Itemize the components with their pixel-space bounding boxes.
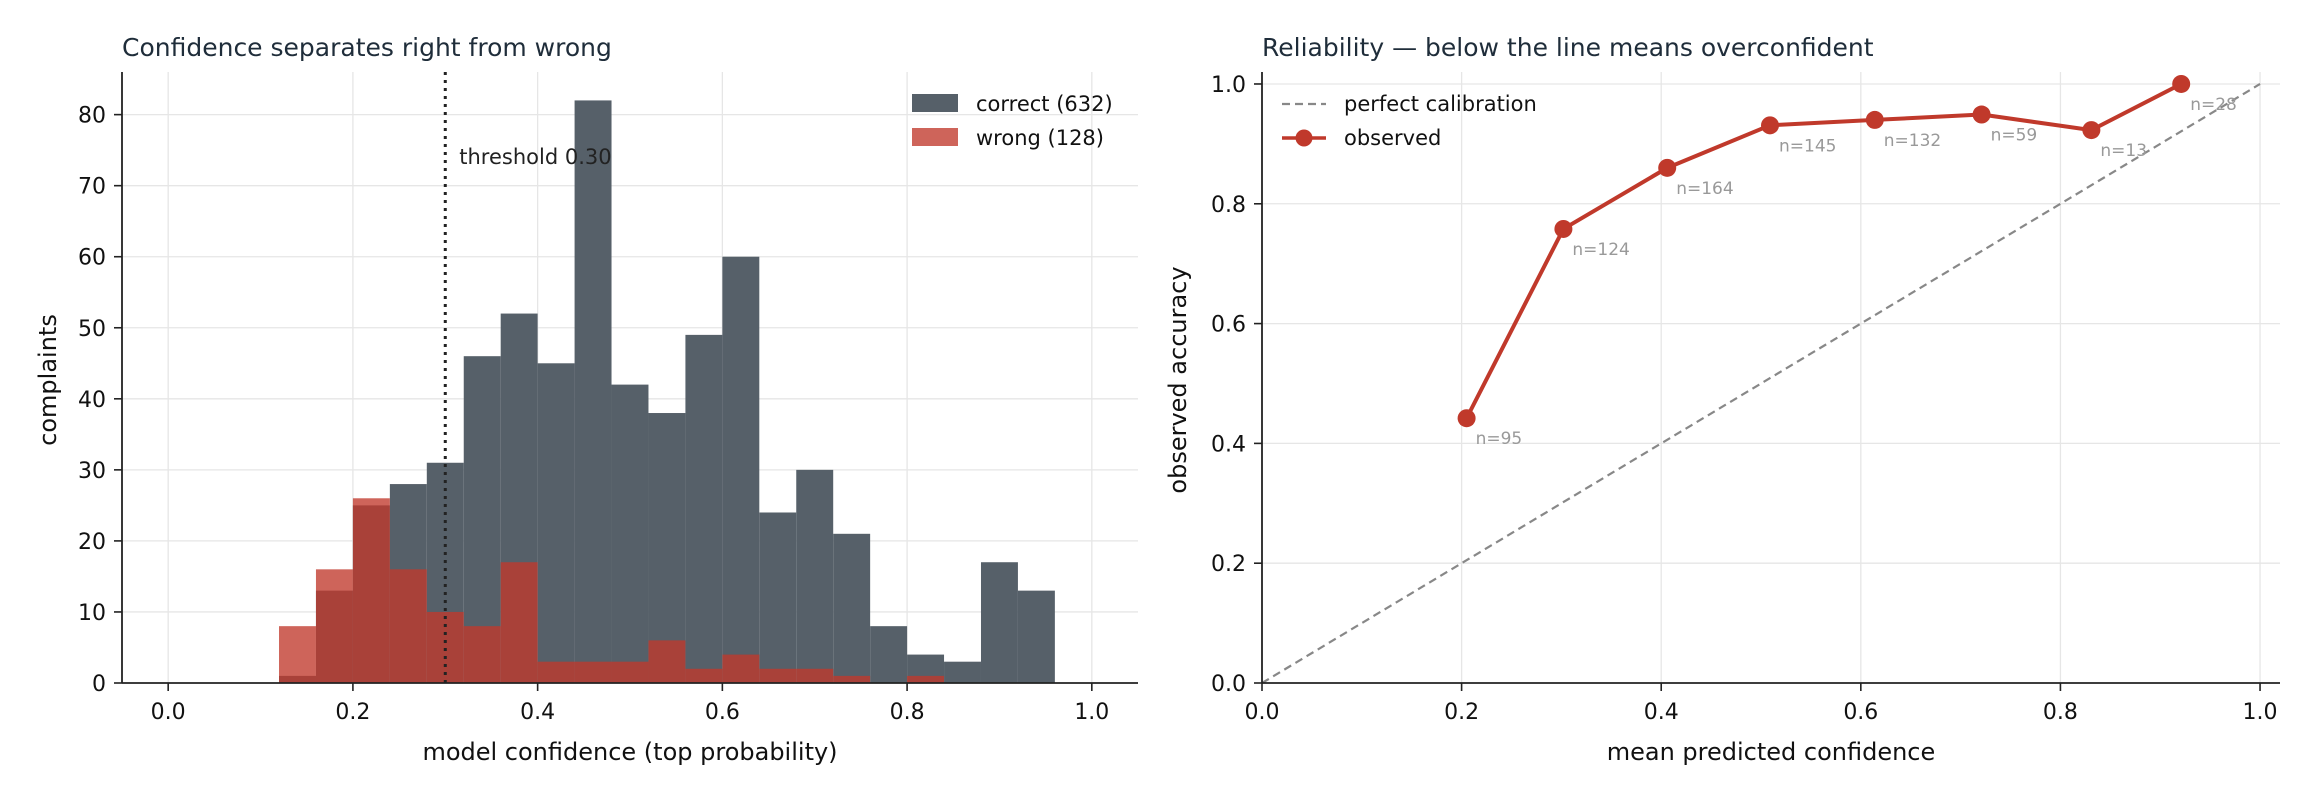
left-x-tick-label: 0.6	[705, 700, 740, 725]
legend-label-correct: correct (632)	[976, 92, 1113, 116]
observed-point	[1761, 116, 1780, 135]
bar-wrong	[833, 675, 871, 683]
bar-wrong	[722, 654, 760, 683]
left-legend: correct (632) wrong (128)	[912, 92, 1113, 150]
bar-wrong	[796, 668, 834, 683]
bar-wrong	[537, 661, 575, 683]
bar-wrong	[500, 562, 538, 683]
point-count-label: n=132	[1884, 131, 1941, 151]
bar-correct	[574, 100, 612, 684]
observed-point	[1554, 219, 1573, 238]
left-y-tick-label: 40	[78, 388, 106, 413]
bar-correct	[870, 626, 908, 683]
right-y-tick-label: 0.0	[1211, 672, 1246, 697]
bar-correct	[685, 334, 723, 683]
point-count-label: n=145	[1779, 136, 1836, 156]
bar-correct	[796, 469, 834, 683]
perfect-calibration-line	[1261, 83, 2261, 684]
observed-line	[1464, 82, 2183, 420]
right-x-tick-label: 1.0	[2243, 700, 2278, 725]
left-y-tick-label: 70	[78, 175, 106, 200]
bar-correct	[833, 533, 871, 683]
bar-correct	[980, 562, 1018, 683]
right-x-tick-label: 0.2	[1444, 700, 1479, 725]
point-count-label: n=59	[1991, 126, 2038, 146]
left-y-tick-label: 60	[78, 246, 106, 271]
right-y-axis-label: observed accuracy	[1164, 266, 1192, 493]
bar-correct	[537, 363, 575, 683]
right-y-tick-label: 0.8	[1211, 193, 1246, 218]
point-count-label: n=164	[1676, 179, 1733, 199]
observed-point	[2172, 74, 2191, 93]
bar-wrong	[648, 640, 686, 683]
left-x-tick-label: 0.4	[520, 700, 555, 725]
observed-point	[1457, 409, 1476, 428]
right-x-tick-label: 0.4	[1644, 700, 1679, 725]
left-x-tick-label: 0.2	[335, 700, 370, 725]
legend-label-observed: observed	[1344, 126, 1441, 150]
right-y-tick-label: 0.4	[1211, 432, 1246, 457]
legend-label-wrong: wrong (128)	[976, 126, 1104, 150]
bar-correct	[722, 256, 760, 683]
bar-wrong	[463, 626, 501, 683]
left-y-tick-label: 10	[78, 601, 106, 626]
left-x-tick-label: 0.8	[890, 700, 925, 725]
left-chart-title: Confidence separates right from wrong	[122, 33, 612, 62]
bar-wrong	[685, 668, 723, 683]
left-plot-area: threshold 0.30 0.0 0.2 0.4 0.6 0.8 1.0 0 10 20 30 4…	[78, 72, 1138, 725]
threshold-label: threshold 0.30	[459, 145, 611, 169]
left-y-tick-label: 20	[78, 530, 106, 555]
bar-correct	[648, 413, 686, 683]
left-y-tick-label: 0	[92, 672, 106, 697]
legend-label-perfect-calibration: perfect calibration	[1344, 92, 1537, 116]
left-x-axis-label: model confidence (top probability)	[422, 738, 837, 766]
left-y-tick-label: 30	[78, 459, 106, 484]
right-plot-area: n=95 n=124 n=164 n=145 n=132 n=59 n=13 n=28 0.0 0…	[1211, 72, 2280, 725]
right-legend: perfect calibration observed	[1282, 92, 1537, 150]
right-chart-title: Reliability — below the line means overc…	[1262, 33, 1874, 62]
bar-wrong	[352, 498, 390, 683]
right-x-axis-label: mean predicted confidence	[1607, 738, 1936, 766]
bar-wrong	[611, 661, 649, 683]
bar-correct	[759, 512, 797, 683]
bar-wrong	[426, 611, 464, 683]
bar-correct	[944, 661, 981, 683]
right-y-tick-label: 1.0	[1211, 73, 1246, 98]
legend-swatch-wrong	[912, 128, 958, 146]
point-count-label: n=13	[2100, 141, 2147, 161]
bar-wrong	[574, 661, 612, 683]
right-x-tick-label: 0.8	[2043, 700, 2078, 725]
right-x-tick-label: 0.6	[1843, 700, 1878, 725]
left-y-axis-label: complaints	[34, 314, 62, 446]
bar-wrong	[907, 675, 945, 683]
bar-wrong	[389, 569, 427, 683]
point-count-label: n=95	[1476, 429, 1523, 449]
legend-swatch-observed-marker	[1295, 129, 1313, 147]
left-y-tick-label: 50	[78, 317, 106, 342]
legend-swatch-correct	[912, 94, 958, 112]
bar-correct	[1017, 590, 1055, 683]
bar-correct	[611, 384, 649, 683]
bar-wrong	[279, 626, 316, 683]
point-count-label: n=124	[1572, 240, 1629, 260]
bar-wrong	[759, 668, 797, 683]
left-x-tick-label: 1.0	[1074, 700, 1109, 725]
right-x-tick-label: 0.0	[1245, 700, 1280, 725]
left-y-tick-label: 80	[78, 104, 106, 129]
left-x-tick-label: 0.0	[151, 700, 186, 725]
right-y-tick-label: 0.6	[1211, 313, 1246, 338]
observed-point	[1972, 105, 1991, 124]
observed-point	[1658, 158, 1677, 177]
point-count-label: n=28	[2190, 95, 2237, 115]
observed-point	[2082, 121, 2101, 140]
observed-point	[1865, 110, 1884, 129]
bar-wrong	[315, 569, 353, 683]
right-y-tick-label: 0.2	[1211, 552, 1246, 577]
